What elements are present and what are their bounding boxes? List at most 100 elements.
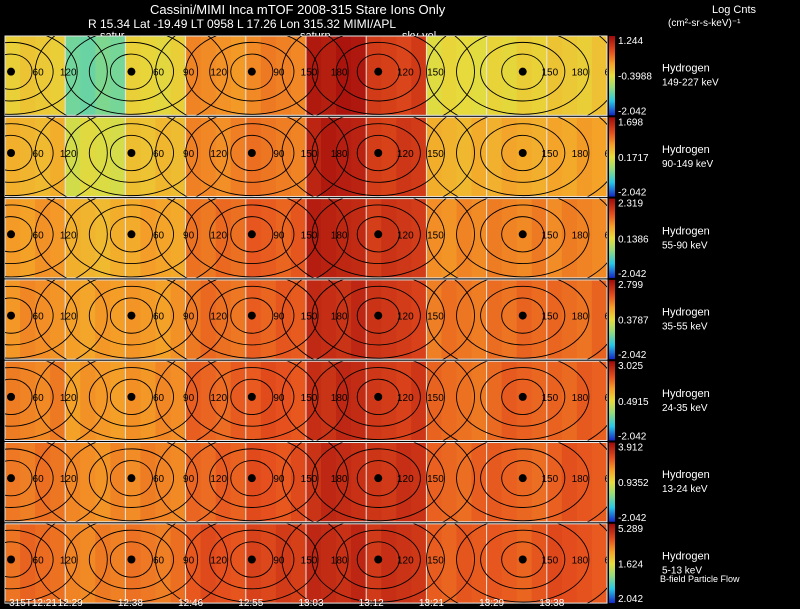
heatmap-subcell	[411, 442, 427, 522]
contour-line	[501, 216, 545, 253]
heatmap-subcell	[200, 279, 216, 360]
colorbar-max-label: 3.912	[618, 443, 643, 454]
contour-line	[64, 279, 199, 359]
panel-frame	[4, 279, 608, 360]
contour-label: 180	[572, 555, 589, 566]
heatmap-subcell	[321, 442, 337, 522]
heatmap-subcell	[396, 117, 412, 197]
panel-frame	[4, 360, 608, 442]
heatmap-subcell	[200, 36, 216, 116]
heatmap-subcell	[50, 442, 66, 522]
contour-label: 150	[541, 68, 558, 79]
colorbar	[609, 198, 615, 278]
contour-line	[185, 198, 319, 278]
contour-label: 150	[301, 312, 318, 323]
contour-line	[155, 523, 349, 604]
colorbar-max-label: 1.244	[618, 36, 643, 47]
contour-line	[456, 361, 590, 440]
heatmap-subcell	[411, 198, 427, 278]
heatmap-subcell	[351, 523, 367, 604]
contour-line	[155, 279, 349, 360]
x-tick-label: 12:55	[238, 598, 263, 609]
heatmap-subcell	[306, 198, 322, 278]
contour-label: 120	[397, 555, 414, 566]
heatmap-subcell	[411, 523, 427, 604]
colorbar-max-label: 3.025	[618, 361, 643, 372]
heatmap-subcell	[290, 442, 306, 522]
contour-line	[5, 36, 78, 115]
contour-label: 180	[331, 149, 348, 160]
heatmap-subcell	[260, 442, 276, 522]
heatmap-subcell	[411, 36, 427, 116]
field-direction-marker	[518, 230, 527, 239]
contour-label: 180	[331, 555, 348, 566]
contour-group: 60 120 60 90 120 90 150 180 120 150 150 180 60	[5, 117, 607, 197]
contour-line	[185, 361, 319, 440]
field-direction-marker	[374, 474, 383, 483]
heatmap-subcell	[230, 361, 246, 441]
heatmap-subcell	[200, 523, 216, 604]
contour-line	[109, 460, 153, 497]
heatmap-subcell	[245, 523, 261, 604]
heatmap-subcell	[20, 279, 36, 360]
contour-line	[34, 361, 229, 441]
heatmap-subcell	[306, 279, 322, 360]
heatmap-subcell	[561, 279, 577, 360]
contour-line	[5, 297, 33, 334]
contour-line	[356, 134, 400, 172]
field-direction-marker	[7, 148, 16, 157]
contour-label: 90	[273, 555, 285, 566]
heatmap-subcell	[170, 361, 186, 441]
contour-label: 150	[541, 393, 558, 404]
contour-label: 120	[210, 230, 227, 241]
contour-line	[109, 297, 153, 334]
heatmap-subcell	[561, 198, 577, 278]
heatmap-subcell	[5, 361, 21, 441]
heatmap-subcell	[591, 523, 607, 604]
contour-line	[75, 523, 108, 604]
heatmap-subcell	[230, 279, 246, 360]
contour-line	[356, 541, 400, 578]
contour-line	[335, 448, 421, 508]
heatmap-subcell	[366, 442, 382, 522]
energy-label: 149-227 keV	[662, 78, 719, 89]
heatmap-subcell	[531, 36, 547, 116]
contour-line	[209, 448, 295, 508]
field-direction-marker	[127, 230, 136, 239]
field-direction-marker	[7, 474, 16, 483]
field-direction-marker	[518, 67, 527, 76]
contour-line	[64, 198, 199, 278]
heatmap-subcell	[456, 442, 472, 522]
contour-label: 120	[397, 312, 414, 323]
colorbar-min-label: 2.042	[618, 594, 643, 605]
heatmap-subcell	[441, 361, 457, 441]
panel-frame	[4, 35, 608, 116]
contour-line	[356, 216, 400, 253]
contour-line	[5, 123, 54, 183]
contour-label: 120	[60, 474, 77, 485]
contour-line	[335, 41, 421, 102]
heatmap-cell	[366, 523, 427, 604]
field-direction-marker	[247, 67, 256, 76]
heatmap-cell	[366, 36, 427, 116]
heatmap-subcell	[531, 279, 547, 360]
contour-label: 120	[210, 393, 227, 404]
colorbar-mid-label: -0.3988	[618, 72, 652, 83]
field-direction-marker	[247, 148, 256, 157]
colorbar-min-label: -2.042	[618, 269, 647, 280]
field-direction-marker	[374, 67, 383, 76]
heatmap-cell	[546, 36, 607, 116]
heatmap-subcell	[486, 117, 502, 197]
heatmap-subcell	[396, 523, 412, 604]
contour-line	[34, 442, 229, 522]
heatmap-subcell	[351, 36, 367, 116]
heatmap-subcell	[366, 117, 382, 197]
contour-label: 60	[604, 555, 616, 566]
contour-group: 60 120 60 90 120 90 150 180 120 150 150 180 60	[5, 198, 607, 278]
heatmap-subcell	[411, 361, 427, 441]
contour-label: 120	[210, 312, 227, 323]
heatmap-subcell	[501, 523, 517, 604]
colorbar-mid-label: 0.1386	[618, 234, 649, 245]
heatmap-subcell	[411, 279, 427, 360]
contour-line	[155, 36, 349, 116]
